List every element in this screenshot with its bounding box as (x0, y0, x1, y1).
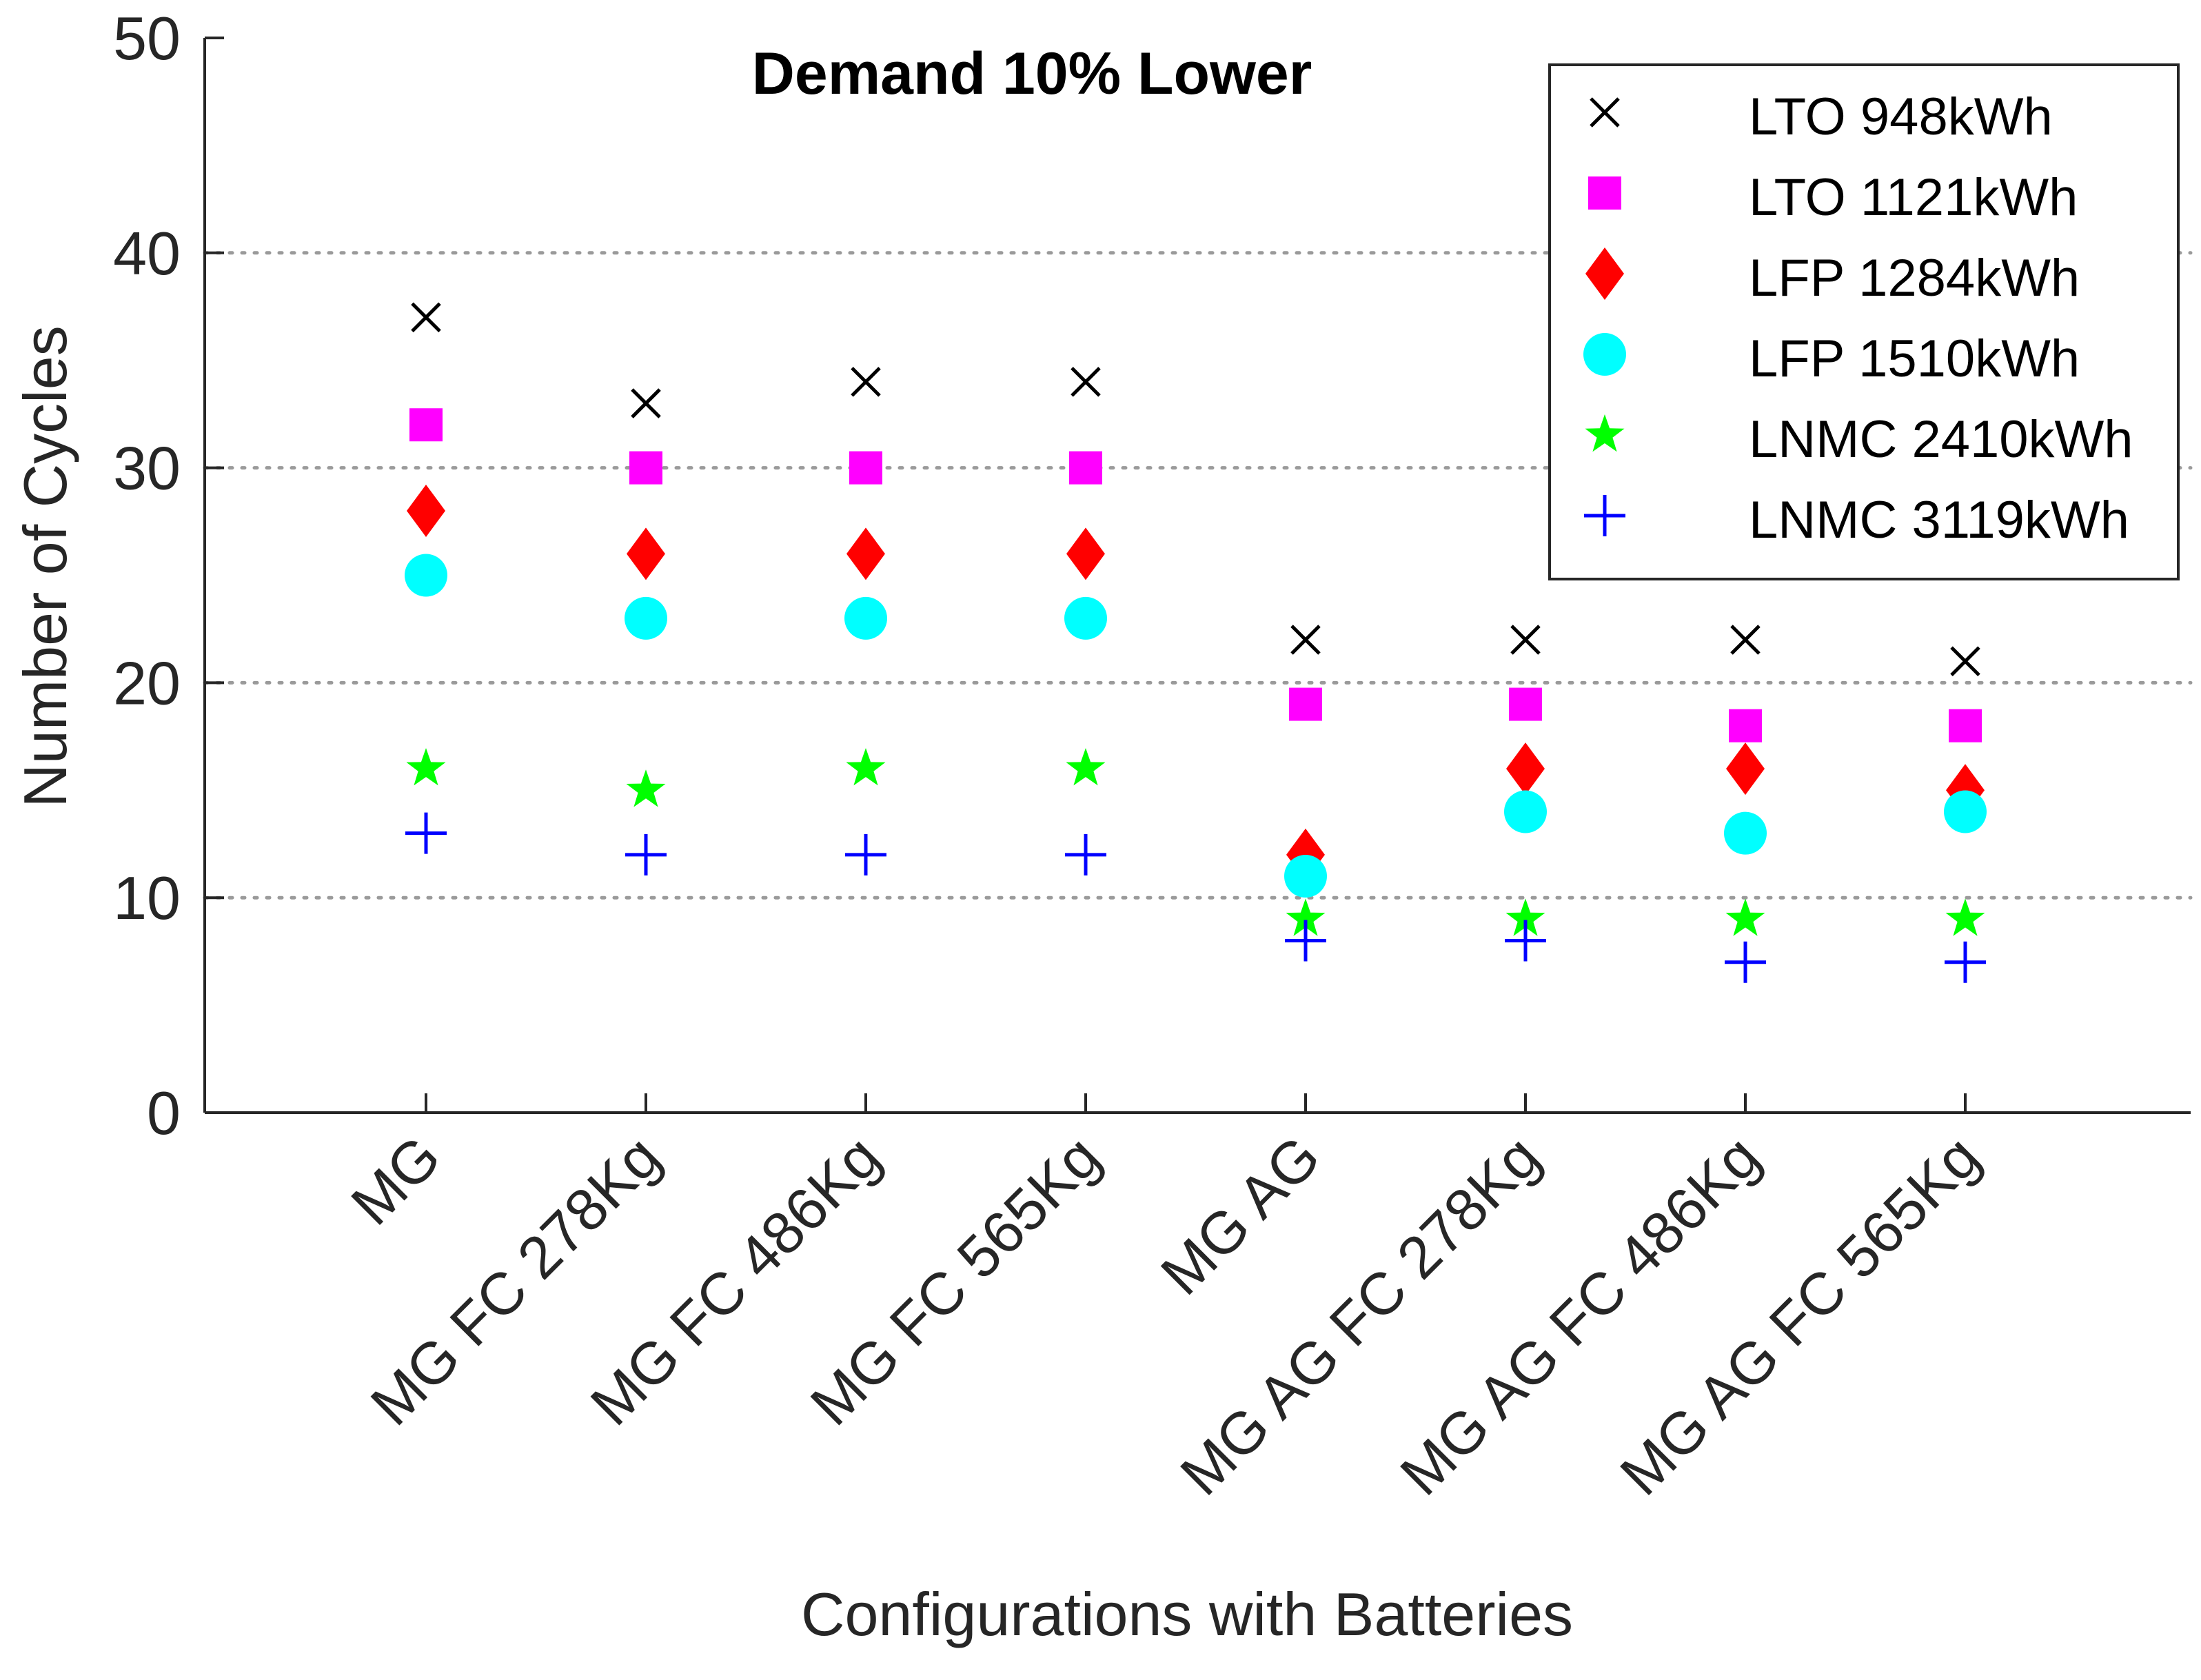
data-point (1071, 367, 1101, 397)
legend-marker (1590, 97, 1620, 128)
legend-marker (1585, 414, 1625, 452)
legend-entry: LTO 1121kWh (1749, 168, 2078, 227)
data-point (1285, 920, 1326, 962)
data-point (627, 527, 665, 580)
data-point (1945, 898, 1985, 936)
data-point (405, 554, 447, 597)
legend-entry: LTO 948kWh (1749, 88, 2053, 146)
series-5 (406, 748, 1985, 936)
data-point (1284, 855, 1327, 898)
legend-entry: LFP 1284kWh (1749, 249, 2080, 307)
data-point (1505, 920, 1546, 962)
y-tick-label: 50 (113, 4, 181, 72)
data-point (846, 527, 885, 580)
data-point (1066, 748, 1106, 786)
data-point (631, 388, 661, 418)
series-6 (405, 812, 1986, 983)
legend-marker (1584, 495, 1625, 536)
data-point (1949, 709, 1982, 742)
legend-box (1548, 63, 2180, 580)
axes (203, 38, 2191, 1114)
data-point (407, 484, 445, 537)
data-point (1725, 898, 1765, 936)
legend-entry: LNMC 2410kWh (1749, 410, 2133, 469)
data-point (1066, 527, 1105, 580)
data-point (411, 302, 441, 333)
series-4 (405, 554, 1987, 898)
y-tick-label: 30 (113, 434, 181, 503)
data-point (1950, 646, 1980, 676)
data-point (845, 833, 886, 876)
data-point (1724, 811, 1767, 855)
data-point (1729, 709, 1762, 742)
data-point (1064, 596, 1107, 640)
series-3 (407, 484, 1985, 881)
legend: LTO 948kWh LTO 1121kWh LFP 1284kWh LFP 1510… (1548, 63, 2180, 580)
y-axis-title: Number of Cycles (11, 325, 79, 807)
legend-marker (1588, 176, 1621, 210)
data-point (849, 451, 882, 485)
data-point (629, 451, 662, 485)
data-point (1069, 451, 1102, 485)
legend-marker (1583, 333, 1626, 376)
data-point (625, 833, 667, 876)
y-tick-label: 20 (113, 649, 181, 717)
data-point (405, 812, 447, 854)
data-point (1505, 898, 1545, 936)
legend-entry: LFP 1510kWh (1749, 330, 2080, 388)
data-point (1290, 625, 1321, 655)
data-point (1725, 941, 1766, 983)
data-points (405, 302, 1987, 983)
data-point (1730, 625, 1761, 655)
data-point (626, 769, 666, 807)
data-point (846, 748, 886, 786)
legend-marker (1585, 247, 1624, 300)
chart-title: Demand 10% Lower (752, 41, 1312, 107)
data-point (1506, 742, 1545, 796)
data-point (1065, 833, 1106, 876)
data-point (1944, 790, 1987, 833)
y-tick-label: 10 (113, 864, 181, 932)
grid-lines (203, 251, 2193, 900)
data-point (844, 596, 887, 640)
data-point (1945, 941, 1986, 983)
data-point (1509, 687, 1542, 721)
data-point (1510, 625, 1541, 655)
data-point (1504, 790, 1547, 833)
data-point (851, 367, 881, 397)
data-point (1726, 742, 1765, 796)
series-2 (409, 408, 1982, 742)
y-tick-label: 40 (113, 219, 181, 287)
data-point (1286, 898, 1326, 936)
x-axis-title: Configurations with Batteries (801, 1580, 1573, 1648)
data-point (1289, 687, 1322, 721)
series-1 (411, 302, 1980, 676)
data-point (625, 596, 667, 640)
y-tick-label: 0 (147, 1079, 181, 1147)
data-point (406, 748, 446, 786)
legend-entry: LNMC 3119kWh (1749, 491, 2129, 549)
data-point (409, 408, 443, 442)
